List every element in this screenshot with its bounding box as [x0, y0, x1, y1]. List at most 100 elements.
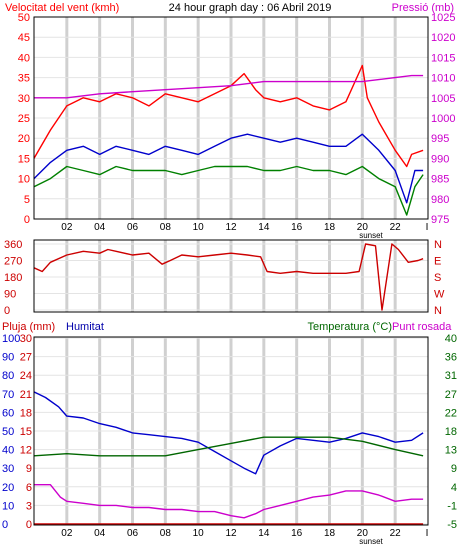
panel1-x-tick-label-12: 12: [225, 222, 237, 233]
panel3-x-tick-label-12: 12: [225, 528, 237, 539]
temperature-axis-title: Temperatura (°C): [308, 321, 392, 333]
panel1-x-end-label: I: [426, 222, 429, 233]
direction-tick-label-360: 360: [4, 239, 22, 251]
panel1-sunset-label: sunset: [359, 231, 383, 240]
wind-speed-line: [33, 133, 424, 204]
panel1-x-tick-label-02: 02: [61, 222, 73, 233]
panel3-x-tick-label-16: 16: [291, 528, 303, 539]
panel3-x-tick-label-02: 02: [61, 528, 73, 539]
panel3-x-tick-label-04: 04: [94, 528, 106, 539]
wind-tick-label-35: 35: [18, 73, 30, 85]
temperature-tick-label-9: 36: [445, 352, 457, 364]
rain-tick-label-27: 27: [20, 352, 32, 364]
panel2-frame: [33, 239, 429, 313]
panel3-x-tick-label-22: 22: [390, 528, 402, 539]
wind-tick-label-10: 10: [18, 174, 30, 186]
panel1-x-tick-label-10: 10: [193, 222, 205, 233]
temperature-tick-label-10: 40: [445, 333, 457, 345]
humidity-line: [33, 391, 424, 475]
panel3-frame: [33, 336, 429, 526]
panel3-sunset-label: sunset: [359, 537, 383, 546]
rain-tick-label-18: 18: [20, 407, 32, 419]
humidity-tick-label-50: 50: [2, 426, 14, 438]
pressure-tick-label-1015: 1015: [431, 52, 455, 64]
panel3-x-tick-label-08: 08: [160, 528, 172, 539]
wind-tick-label-25: 25: [18, 113, 30, 125]
temperature-tick-label-5: 18: [445, 426, 457, 438]
temperature-tick-label-0: -5: [447, 519, 457, 531]
panel3-x-tick-label-10: 10: [193, 528, 205, 539]
rain-axis-title: Pluja (mm): [2, 321, 55, 333]
temperature-tick-label-2: 4: [451, 482, 457, 494]
temperature-tick-label-1: -1: [447, 500, 457, 512]
humidity-tick-label-0: 0: [2, 519, 8, 531]
humidity-tick-label-70: 70: [2, 389, 14, 401]
panel1-x-tick-label-08: 08: [160, 222, 172, 233]
humidity-tick-label-60: 60: [2, 407, 14, 419]
rain-tick-label-15: 15: [20, 426, 32, 438]
pressure-tick-label-995: 995: [431, 133, 449, 145]
temperature-line: [33, 436, 424, 457]
panel3-x-tick-label-20: 20: [357, 528, 369, 539]
direction-tick-label-90: 90: [4, 289, 16, 301]
temperature-tick-label-3: 9: [451, 463, 457, 475]
pressure-tick-label-1025: 1025: [431, 12, 455, 24]
rain-tick-label-9: 9: [26, 463, 32, 475]
wind-gust-line: [33, 64, 424, 168]
direction-tick-label-0: 0: [4, 305, 10, 317]
pressure-tick-label-980: 980: [431, 194, 449, 206]
wind-axis-title: Velocitat del vent (kmh): [5, 2, 119, 14]
pressure-tick-label-1005: 1005: [431, 93, 455, 105]
compass-label-0: N: [434, 305, 442, 317]
wind-tick-label-40: 40: [18, 52, 30, 64]
direction-tick-label-270: 270: [4, 256, 22, 268]
panel3-x-tick-label-06: 06: [127, 528, 139, 539]
pressure-tick-label-990: 990: [431, 153, 449, 165]
wind-tick-label-50: 50: [18, 12, 30, 24]
temperature-tick-label-7: 27: [445, 389, 457, 401]
wind-direction-line: [33, 243, 424, 311]
pressure-tick-label-985: 985: [431, 174, 449, 186]
panel1-x-tick-label-06: 06: [127, 222, 139, 233]
wind-tick-label-30: 30: [18, 93, 30, 105]
temperature-tick-label-6: 22: [445, 407, 457, 419]
humidity-tick-label-90: 90: [2, 352, 14, 364]
panel1-x-tick-label-18: 18: [324, 222, 336, 233]
dewpoint-line: [34, 484, 424, 519]
pressure-tick-label-1010: 1010: [431, 73, 455, 85]
dewpoint-axis-title: Punt rosada: [392, 321, 452, 333]
temperature-tick-label-4: 13: [445, 445, 457, 457]
chart-title: 24 hour graph day : 06 Abril 2019: [169, 2, 332, 14]
rain-tick-label-30: 30: [20, 333, 32, 345]
humidity-tick-label-20: 20: [2, 482, 14, 494]
rain-tick-label-0: 0: [26, 519, 32, 531]
wind-tick-label-0: 0: [24, 214, 30, 226]
rain-tick-label-12: 12: [20, 445, 32, 457]
pressure-tick-label-975: 975: [431, 214, 449, 226]
wind-tick-label-15: 15: [18, 153, 30, 165]
panel1-x-tick-label-16: 16: [291, 222, 303, 233]
humidity-axis-title: Humitat: [66, 321, 104, 333]
rain-tick-label-21: 21: [20, 389, 32, 401]
rain-tick-label-3: 3: [26, 500, 32, 512]
direction-tick-label-180: 180: [4, 272, 22, 284]
panel1-x-tick-label-20: 20: [357, 222, 369, 233]
rain-tick-label-24: 24: [20, 370, 32, 382]
humidity-tick-label-40: 40: [2, 445, 14, 457]
pressure-tick-label-1000: 1000: [431, 113, 455, 125]
pressure-tick-label-1020: 1020: [431, 32, 455, 44]
panel1-x-tick-label-22: 22: [390, 222, 402, 233]
humidity-tick-label-10: 10: [2, 500, 14, 512]
rain-tick-label-6: 6: [26, 482, 32, 494]
pressure-axis-title: Pressió (mb): [392, 2, 454, 14]
wind-tick-label-5: 5: [24, 194, 30, 206]
compass-label-1: W: [434, 289, 445, 301]
humidity-tick-label-100: 100: [2, 333, 20, 345]
panel1-x-tick-label-14: 14: [258, 222, 270, 233]
compass-label-4: N: [434, 239, 442, 251]
temperature-tick-label-8: 31: [445, 370, 457, 382]
wind-average-line: [33, 165, 424, 216]
panel1-frame: [33, 16, 429, 220]
